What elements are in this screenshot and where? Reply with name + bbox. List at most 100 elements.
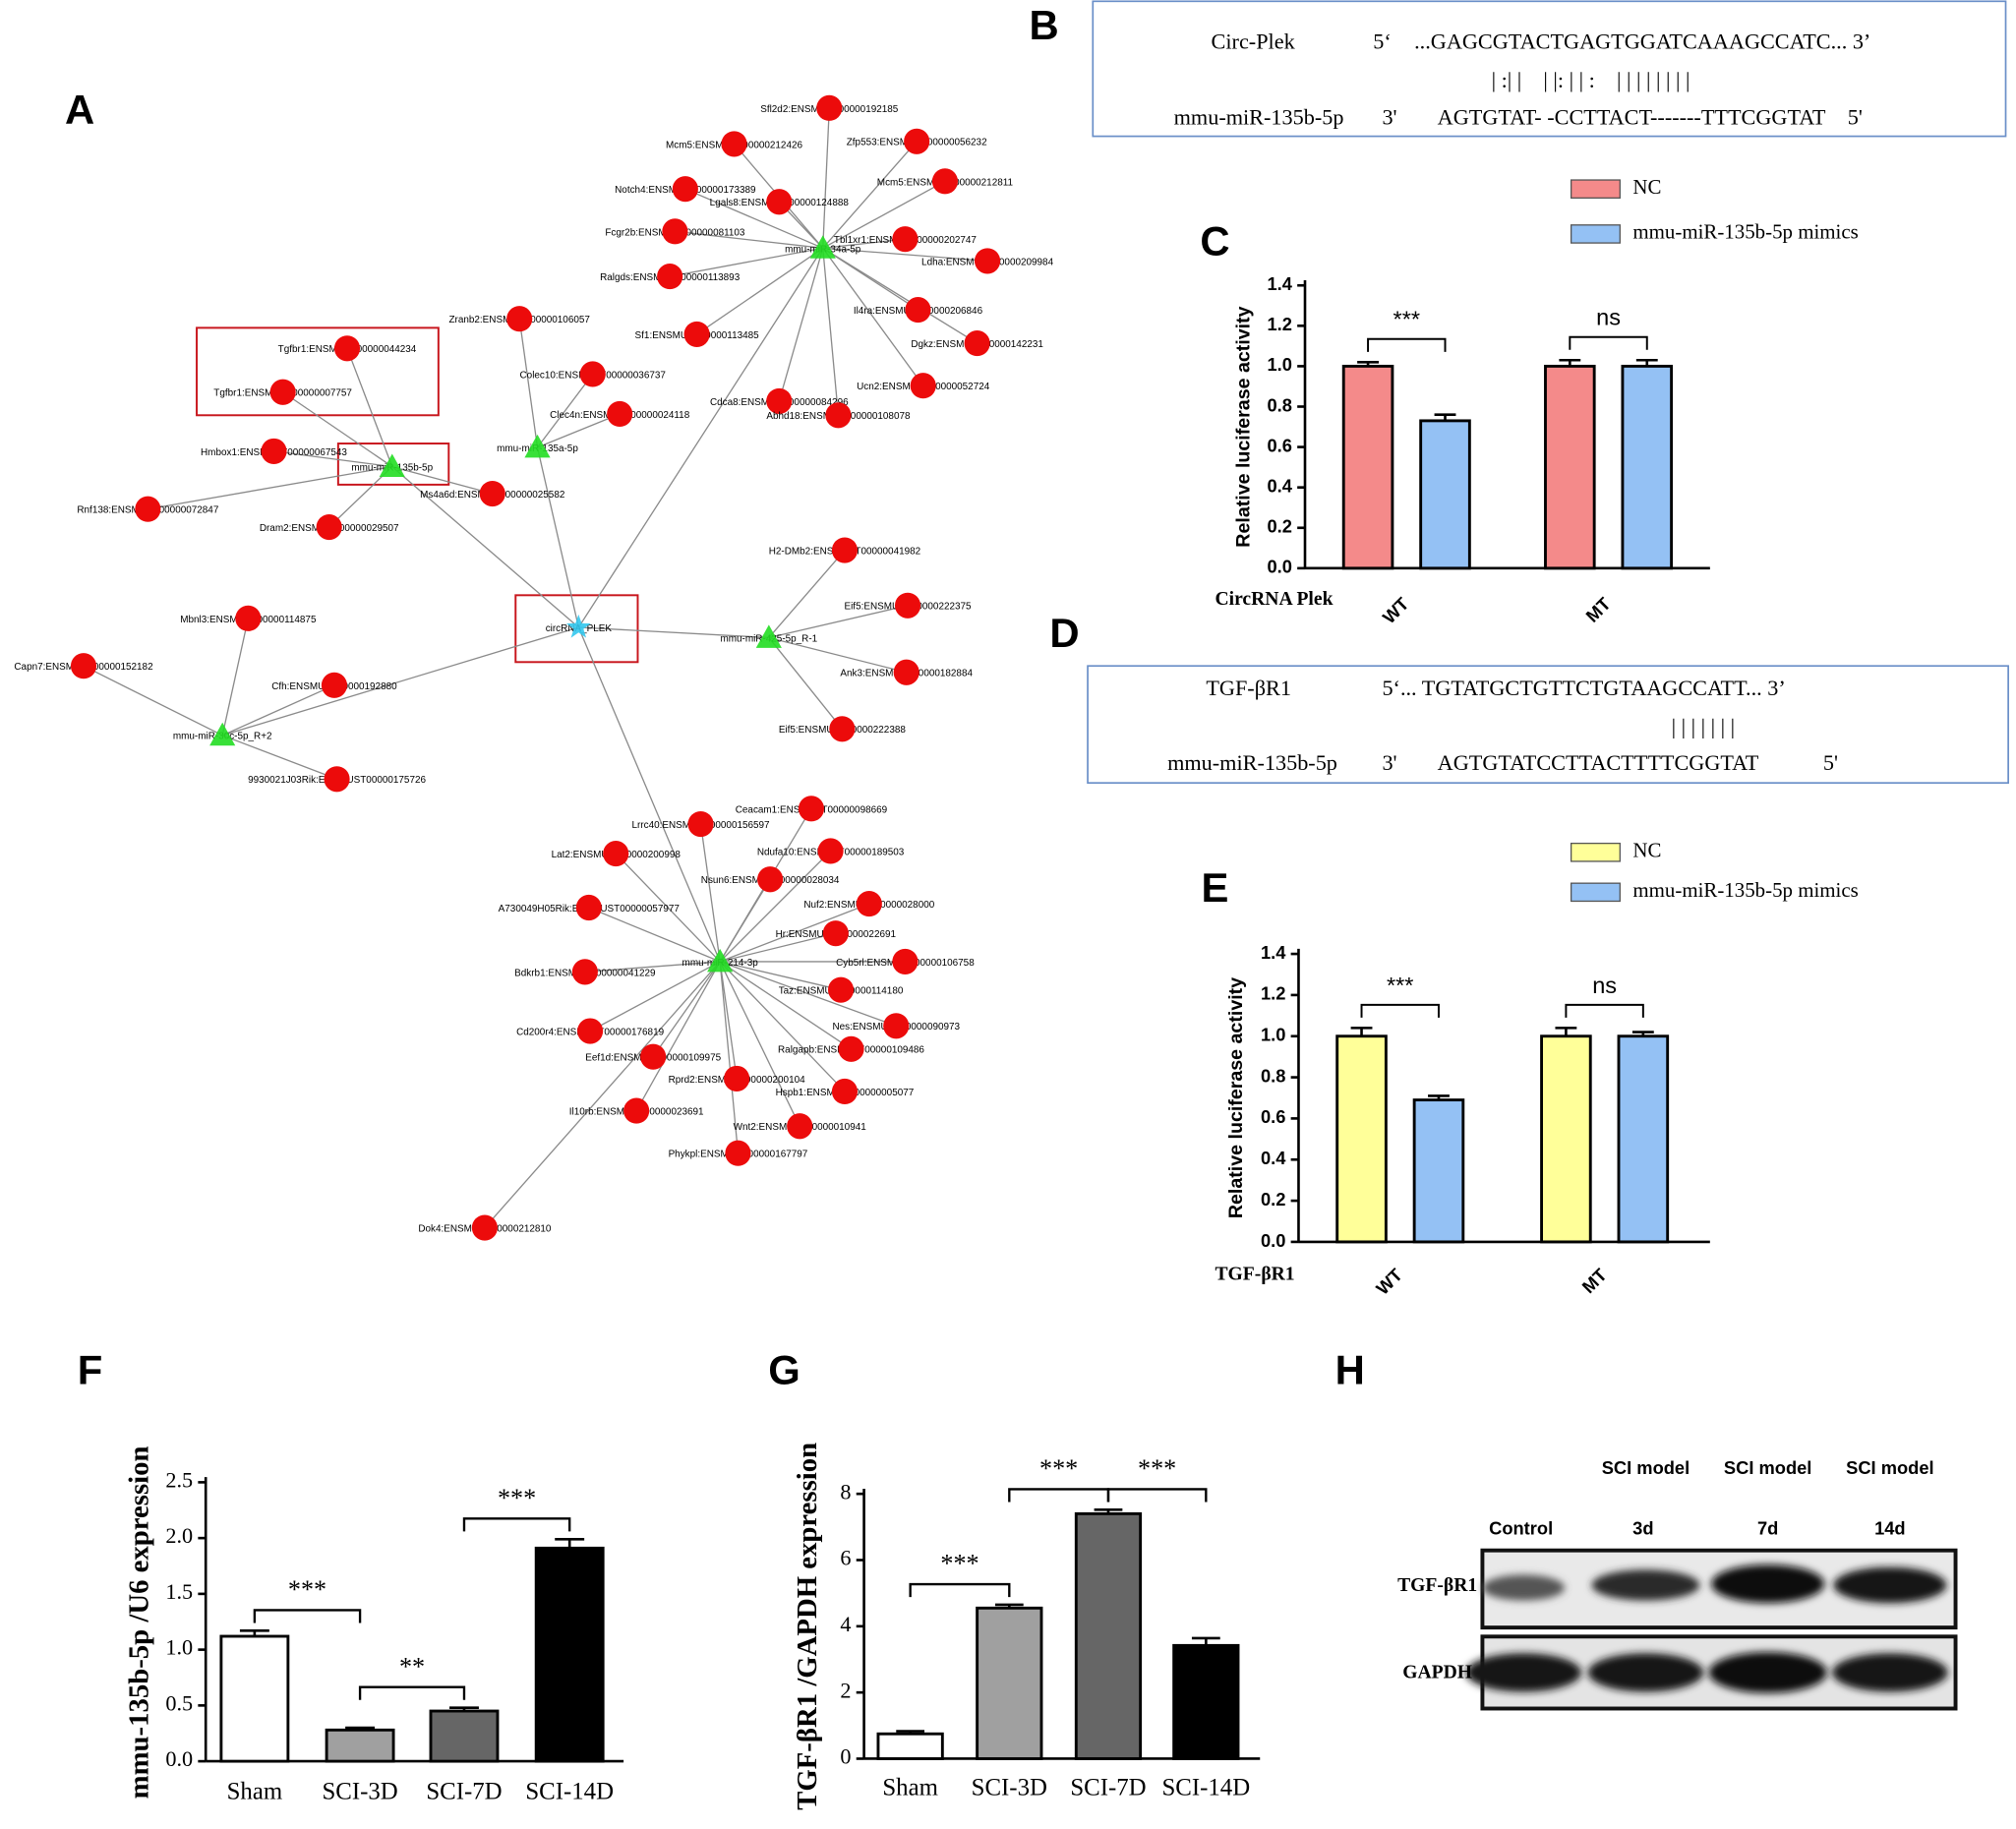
- target-node: [577, 1018, 604, 1044]
- significance-label: ***: [1138, 1454, 1176, 1483]
- edge: [675, 230, 823, 249]
- significance-bracket: [462, 1517, 571, 1532]
- target-node: [931, 168, 959, 195]
- legend-label: NC: [1632, 839, 1661, 862]
- target-node: [904, 128, 930, 154]
- error-bar: [1428, 1094, 1450, 1100]
- edge: [822, 141, 918, 249]
- bar: [534, 1546, 605, 1763]
- y-tick-label: 0.4: [1261, 1148, 1286, 1168]
- highlight-box: [196, 326, 440, 417]
- x-tick-label: SCI-7D: [426, 1778, 502, 1804]
- seq-text: ...GAGCGTACTGAGTGGATCAAAGCCATC... 3’: [1414, 30, 1870, 54]
- edge: [699, 823, 721, 963]
- target-node: [640, 1043, 667, 1070]
- band: [1482, 1574, 1566, 1601]
- edge: [221, 684, 335, 737]
- seq-mirna: mmu-miR-135b-5p: [1167, 750, 1337, 775]
- blot-lane: 7d: [1757, 1518, 1778, 1539]
- error-bar: [1357, 360, 1379, 367]
- legend-swatch: [1570, 224, 1621, 244]
- target-node: [683, 321, 710, 347]
- y-tick-label: 0.6: [1267, 435, 1291, 455]
- y-axis-label: TGF-βR1 /GAPDH expression: [792, 1443, 823, 1810]
- seq-end: 5‘: [1373, 30, 1392, 54]
- error-bar: [1094, 1508, 1123, 1514]
- seq-end: 5': [1848, 105, 1863, 130]
- edge: [778, 248, 824, 402]
- bar: [1419, 419, 1471, 570]
- panel-label: B: [1029, 2, 1058, 48]
- target-node: [766, 387, 793, 414]
- seq-end: 5': [1823, 750, 1838, 775]
- target-node: [662, 218, 688, 245]
- y-tick-label: 2.0: [165, 1523, 193, 1548]
- edge: [221, 735, 337, 780]
- edge: [588, 907, 721, 963]
- bar: [219, 1634, 290, 1763]
- significance-bracket: [1360, 1003, 1440, 1018]
- edge: [719, 851, 832, 963]
- edge: [696, 247, 824, 335]
- edge: [719, 878, 771, 963]
- seq-text: AGTGTATCCTTACTTTTCGGTAT: [1438, 750, 1759, 775]
- blot-group: SCI model: [1846, 1457, 1933, 1478]
- bar: [325, 1728, 395, 1763]
- x-tick-label: MT: [1581, 593, 1615, 626]
- circrna-node: [565, 614, 591, 638]
- edge: [578, 626, 769, 639]
- target-node: [607, 400, 633, 428]
- legend-label: mmu-miR-135b-5p mimics: [1632, 220, 1858, 244]
- target-node: [479, 480, 505, 507]
- significance-label: ***: [288, 1575, 326, 1604]
- blot-lane: 14d: [1874, 1518, 1906, 1539]
- bar: [1544, 364, 1596, 570]
- target-node: [892, 226, 919, 253]
- significance-bracket: [1367, 337, 1447, 352]
- y-axis-label: Relative luciferase activity: [1225, 977, 1247, 1218]
- error-bar: [239, 1629, 269, 1636]
- blot-row: TGF-βR1: [1397, 1575, 1477, 1596]
- bar: [1341, 364, 1394, 570]
- edge: [768, 637, 843, 730]
- y-tick-label: 0.8: [1267, 394, 1291, 415]
- y-tick-label: 0.6: [1261, 1106, 1285, 1127]
- seq-text: 5‘... TGTATGCTGTTCTGTAAGCCATT... 3’: [1382, 676, 1785, 700]
- significance-label: ns: [1596, 305, 1621, 330]
- significance-bracket: [253, 1609, 362, 1623]
- target-node: [725, 1140, 751, 1166]
- x-tick-label: SCI-3D: [322, 1778, 397, 1804]
- target-node: [883, 1013, 910, 1039]
- target-node: [321, 672, 348, 698]
- significance-bracket: [1008, 1488, 1110, 1503]
- x-tick-label: SCI-14D: [525, 1778, 614, 1804]
- edge: [148, 465, 392, 510]
- y-tick-label: 0.5: [165, 1690, 193, 1715]
- target-node: [838, 1035, 864, 1062]
- edge: [719, 961, 800, 1127]
- target-node: [721, 131, 747, 157]
- legend-swatch: [1570, 179, 1621, 199]
- sequence-box: [1087, 665, 2009, 785]
- edge: [652, 961, 721, 1058]
- target-node: [827, 976, 855, 1003]
- edge: [822, 107, 830, 249]
- target-node: [672, 176, 698, 203]
- target-node: [724, 1065, 750, 1092]
- seq-end: 3': [1382, 750, 1396, 775]
- panel-label: F: [78, 1346, 103, 1392]
- x-tick-label: SCI-14D: [1161, 1775, 1250, 1801]
- bar: [1335, 1034, 1388, 1244]
- seq-target: Circ-Plek: [1212, 30, 1296, 54]
- significance-bracket: [1565, 1003, 1644, 1018]
- bar: [1412, 1098, 1465, 1244]
- error-bar: [1191, 1636, 1220, 1646]
- y-tick-label: 1.0: [1261, 1025, 1285, 1045]
- edge: [484, 961, 721, 1228]
- edge: [670, 247, 823, 277]
- mirna-node: [809, 235, 836, 259]
- edge: [615, 853, 721, 963]
- panel-label: E: [1202, 864, 1229, 911]
- target-node: [261, 438, 287, 464]
- edge: [282, 391, 393, 468]
